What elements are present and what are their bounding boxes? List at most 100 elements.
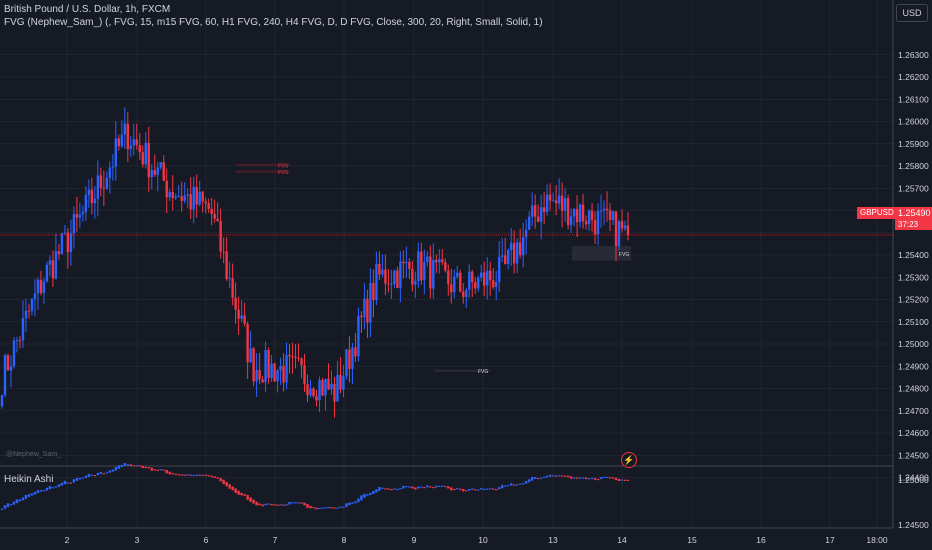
ha-candle: [509, 483, 513, 486]
candle-body: [219, 220, 222, 252]
candle-body: [423, 262, 426, 281]
candle-body: [198, 191, 201, 205]
candle-body: [408, 261, 411, 269]
ha-candle: [542, 476, 546, 479]
candle-body: [435, 259, 438, 263]
candle-body: [450, 284, 453, 293]
candle-body: [180, 196, 183, 202]
candle-body: [318, 380, 321, 401]
ha-candle: [572, 477, 576, 479]
candle-body: [204, 201, 207, 204]
ha-candle: [387, 488, 390, 490]
ha-candle: [363, 493, 366, 498]
candle-body: [321, 380, 324, 396]
ha-candle: [536, 477, 540, 480]
candle-body: [441, 259, 444, 263]
time-axis[interactable]: 2 3 6 7 8 9 10 13 14 15 16 17 18:00: [65, 535, 888, 545]
candle-body: [506, 250, 510, 264]
candle-body: [608, 210, 612, 220]
candle-body: [327, 378, 330, 390]
candle-body: [261, 379, 264, 383]
candles: [0, 107, 893, 418]
ha-candle: [468, 489, 471, 491]
ha-candle: [234, 488, 237, 494]
ha-candle: [545, 475, 549, 478]
candle-body: [210, 208, 213, 215]
ha-candle: [623, 479, 627, 481]
candle-body: [578, 204, 582, 223]
ha-candle: [9, 504, 13, 506]
candle-body: [345, 349, 348, 377]
price-tick-label: 1.26300: [898, 50, 929, 60]
ha-candle: [225, 481, 228, 487]
ha-candle: [36, 490, 40, 494]
candle-body: [135, 139, 138, 146]
ha-candle: [111, 469, 115, 472]
candle-body: [542, 207, 546, 212]
heikin-ashi-title[interactable]: Heikin Ashi: [4, 474, 54, 485]
candle-body: [63, 232, 67, 234]
candle-body: [168, 192, 171, 198]
price-axis[interactable]: 1.26300 1.26200 1.26100 1.26000 1.25900 1.258…: [898, 50, 929, 530]
ha-candle: [593, 478, 597, 480]
candle-body: [78, 214, 82, 218]
candle-body: [60, 233, 64, 255]
ha-candle: [372, 490, 375, 494]
ha-candle: [390, 488, 393, 491]
candle-body: [189, 194, 192, 210]
ha-candle: [237, 490, 240, 495]
candle-body: [330, 383, 333, 390]
candle-body: [623, 225, 627, 229]
ha-candle: [201, 474, 204, 476]
candle-body: [75, 213, 79, 218]
candle-body: [477, 277, 480, 289]
ha-candle: [342, 506, 345, 508]
candle-body: [270, 363, 273, 378]
candle-body: [599, 210, 603, 212]
ha-candle: [261, 504, 264, 507]
candle-body: [297, 357, 300, 359]
ha-candle: [123, 463, 127, 466]
ha-candle: [554, 475, 558, 477]
candle-body: [363, 298, 366, 318]
ha-candle: [596, 478, 600, 481]
ha-candle: [357, 498, 360, 503]
candle-body: [240, 315, 243, 319]
candle-body: [530, 205, 534, 217]
candle-body: [15, 340, 19, 342]
ha-candle: [450, 487, 453, 491]
indicator-legend[interactable]: FVG (Nephew_Sam_) (, FVG, 15, m15 FVG, 6…: [4, 17, 543, 28]
currency-button[interactable]: USD: [896, 4, 928, 22]
ha-candle: [159, 469, 162, 471]
ha-candle: [441, 485, 444, 487]
ha-candle: [626, 479, 630, 481]
ha-candle: [48, 485, 52, 490]
ha-candle: [141, 465, 144, 469]
candle-body: [462, 291, 465, 297]
candle-body: [312, 388, 315, 397]
candle-body: [138, 145, 141, 153]
ha-candle: [420, 486, 423, 488]
candle-body: [369, 282, 372, 323]
ha-candle: [222, 479, 225, 485]
alert-bolt-icon[interactable]: ⚡: [621, 452, 637, 468]
price-tick-label: 1.25100: [898, 317, 929, 327]
candle-body: [147, 142, 150, 178]
ha-candle: [447, 486, 450, 489]
ha-candle: [294, 502, 297, 504]
chart-title[interactable]: British Pound / U.S. Dollar, 1h, FXCM: [4, 4, 171, 15]
ha-candle: [147, 467, 150, 469]
candle-body: [294, 356, 297, 358]
candle-body: [51, 260, 55, 279]
candle-body: [114, 138, 118, 167]
candle-body: [593, 220, 597, 235]
ha-candle: [495, 489, 498, 491]
candle-body: [602, 208, 606, 211]
ha-candle: [498, 487, 501, 490]
candle-body: [548, 194, 552, 201]
candle-body: [12, 340, 16, 367]
ha-candle: [309, 505, 312, 509]
candle-body: [381, 269, 384, 275]
ha-candle: [282, 504, 285, 506]
